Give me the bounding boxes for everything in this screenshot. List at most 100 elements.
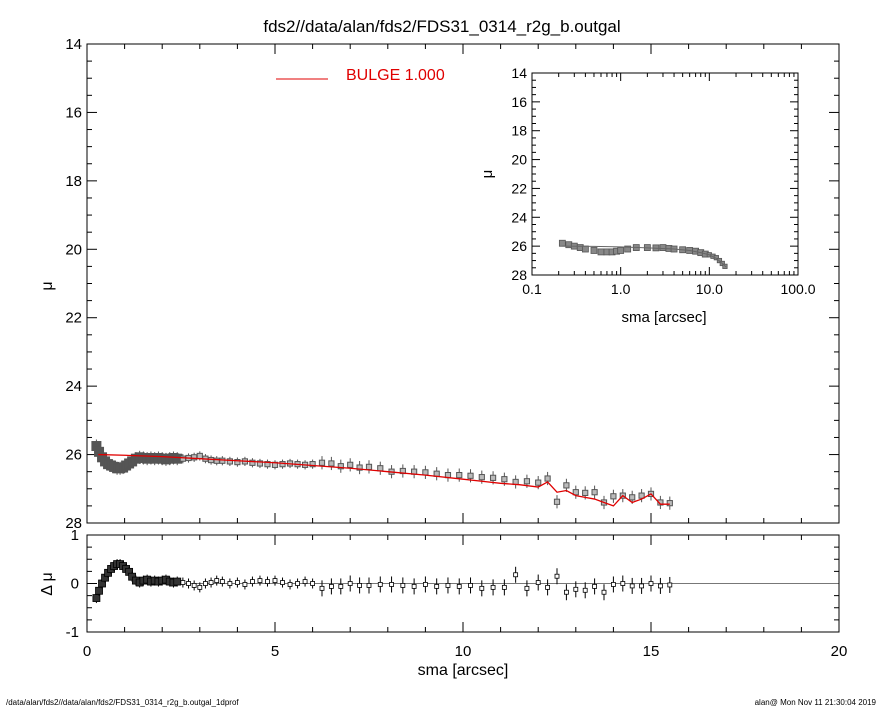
main-y-tick-label: 28	[65, 515, 82, 532]
inset-panel: 14 16 18 20 22 24 26 280.1 1.0 10.0 100.0 μ sma [a…	[479, 65, 816, 326]
inset-y-tick-label: 22	[511, 180, 527, 196]
main-data-point	[191, 454, 198, 461]
main-data-point	[226, 458, 233, 465]
residual-y-axis-label: Δ μ	[39, 572, 56, 595]
residual-data-point	[95, 586, 103, 595]
main-data-point	[572, 489, 579, 496]
residual-data-point	[582, 587, 588, 593]
main-data-point	[591, 489, 598, 496]
residual-data-point	[173, 577, 182, 586]
residual-data-point	[434, 584, 440, 589]
main-data-point	[582, 489, 589, 496]
residual-data-point	[214, 578, 220, 583]
residual-data-point	[347, 581, 353, 586]
main-data-point	[309, 461, 316, 468]
inset-x-tick-label: 10.0	[696, 281, 723, 297]
main-data-point	[356, 464, 363, 471]
inset-y-axis-label: μ	[479, 170, 496, 179]
residual-data-point	[357, 583, 363, 588]
residual-data-point	[554, 573, 560, 579]
main-data-point	[544, 475, 551, 482]
inset-data-point	[659, 244, 667, 251]
residual-data-point	[513, 572, 519, 578]
inset-data-point	[565, 241, 573, 249]
residual-y-tick-label: 0	[71, 576, 79, 593]
inset-background	[532, 73, 798, 275]
main-data-point	[318, 459, 326, 466]
main-data-point	[365, 463, 373, 470]
main-data-point	[377, 465, 384, 472]
main-data-point	[638, 492, 645, 499]
residual-data-point	[545, 584, 550, 590]
main-data-point	[179, 455, 186, 462]
residual-data-point	[208, 580, 214, 585]
inset-y-tick-label: 14	[511, 65, 527, 81]
residual-data-point	[611, 582, 616, 587]
main-data-point	[337, 463, 344, 470]
main-data-point	[553, 498, 561, 505]
residual-data-point	[620, 581, 626, 586]
main-data-point	[456, 472, 463, 479]
inset-y-tick-label: 16	[511, 94, 527, 110]
inset-model-line	[562, 245, 727, 268]
main-data-point	[610, 493, 617, 500]
residual-data-point	[468, 583, 473, 588]
main-data-point	[478, 474, 485, 481]
main-data-point	[264, 461, 271, 468]
main-data-point	[196, 452, 203, 460]
legend-label: BULGE 1.000	[346, 67, 445, 84]
main-data-point	[328, 460, 335, 467]
residual-data-point	[629, 583, 635, 589]
residual-data-point	[319, 585, 325, 591]
residual-data-point	[648, 581, 654, 586]
inset-y-tick-label: 24	[511, 209, 527, 225]
main-data-point	[234, 458, 241, 466]
residual-data-point	[272, 578, 278, 583]
inset-data-point	[558, 239, 566, 247]
main-data-point	[256, 460, 264, 467]
residual-data-point	[203, 581, 208, 586]
main-data-point	[347, 461, 354, 468]
residual-data-point	[250, 579, 255, 584]
residual-data-point	[389, 582, 394, 587]
residual-data-point	[411, 584, 417, 589]
main-data-point	[501, 476, 508, 483]
x-tick-label: 5	[271, 643, 279, 660]
inset-x-axis-label: sma [arcsec]	[621, 309, 706, 326]
residual-data-point	[524, 585, 530, 591]
inset-y-tick-label: 18	[511, 123, 527, 139]
residual-data-point	[445, 583, 451, 588]
residual-data-point	[338, 584, 344, 589]
residual-data-point	[186, 581, 191, 586]
main-y-tick-label: 20	[65, 241, 82, 258]
main-data-point	[523, 478, 531, 485]
x-tick-label: 0	[83, 643, 91, 660]
chart-title: fds2//data/alan/fds2/FDS31_0314_r2g_b.ou…	[263, 17, 620, 36]
inset-data-point	[590, 247, 598, 254]
main-y-tick-label: 18	[65, 173, 82, 190]
x-tick-label: 20	[831, 643, 848, 660]
residual-data-point	[234, 580, 240, 585]
main-data-point	[629, 494, 636, 501]
residual-data-point	[592, 584, 597, 589]
residual-data-point	[328, 584, 334, 589]
main-data-point	[666, 500, 673, 507]
residual-data-point	[265, 579, 270, 584]
main-data-point	[563, 482, 570, 489]
residual-data-point	[242, 582, 248, 587]
residual-data-point	[422, 582, 428, 587]
main-panel: 14 16 18 20 22 24 26 28 μ BULGE 1.000	[39, 36, 840, 532]
inset-plot-frame	[531, 72, 799, 276]
residual-data-point	[287, 582, 293, 587]
inset-data-point	[617, 247, 625, 254]
main-data-point	[249, 459, 256, 466]
main-data-point	[219, 457, 226, 464]
residual-data-point	[191, 583, 197, 588]
residual-data-point	[280, 580, 285, 585]
residual-data-point	[302, 579, 308, 584]
inset-y-tick-label: 26	[511, 238, 527, 254]
main-y-axis-label: μ	[39, 281, 56, 290]
residual-data-point	[310, 581, 316, 586]
footer-file-path: /data/alan/fds2//data/alan/fds2/FDS31_03…	[6, 698, 239, 707]
residual-data-point	[564, 589, 569, 595]
